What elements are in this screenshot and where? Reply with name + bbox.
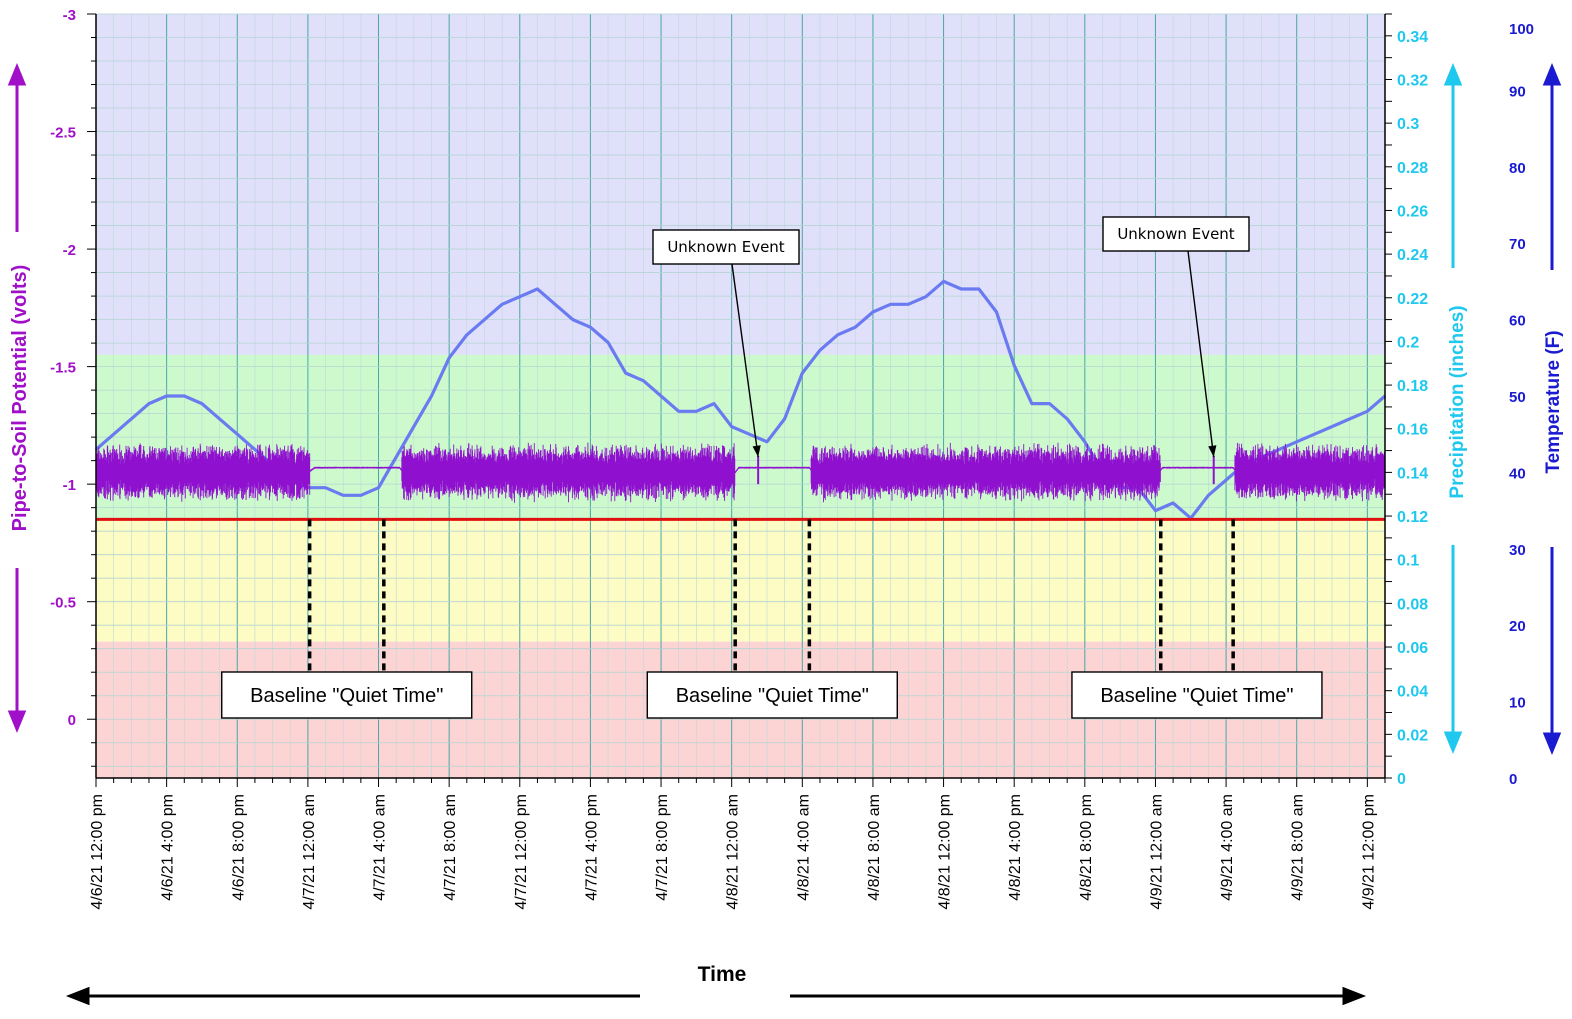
x-tick-label: 4/6/21 4:00 pm [160, 794, 177, 901]
x-tick-label: 4/7/21 12:00 pm [513, 794, 530, 910]
x-tick-label: 4/6/21 12:00 pm [89, 794, 106, 910]
y-prec-tick-label: 0.22 [1397, 291, 1428, 308]
x-tick-label: 4/8/21 12:00 pm [937, 794, 954, 910]
precip-axis-arrows [1443, 63, 1463, 754]
y-left-tick-label: -2.5 [50, 125, 76, 142]
y-prec-tick-label: 0.08 [1397, 596, 1428, 613]
left-axis-arrows [7, 63, 27, 733]
x-tick-label: 4/7/21 4:00 am [372, 794, 389, 901]
y-prec-tick-label: 0.26 [1397, 203, 1428, 220]
x-tick-label: 4/8/21 8:00 am [866, 794, 883, 901]
event-label-box [1102, 216, 1250, 252]
baseline-label-box [646, 671, 898, 719]
x-tick-label: 4/7/21 8:00 am [442, 794, 459, 901]
zone-band-0 [96, 14, 1385, 355]
event-label-text: Unknown Event [667, 238, 784, 256]
gridlines [95, 13, 1386, 778]
y-left-tick-label: -3 [63, 7, 76, 24]
baseline-label-text: Baseline "Quiet Time" [250, 685, 443, 707]
x-tick-label: 4/9/21 12:00 pm [1360, 794, 1377, 910]
x-axis-title: Time [698, 963, 747, 986]
y-prec-tick-label: 0.2 [1397, 334, 1419, 351]
annotations: Baseline "Quiet Time" Baseline "Quiet Tim… [221, 216, 1323, 719]
y-temp-tick-label: 50 [1509, 389, 1526, 406]
y-left-tick-label: -2 [63, 242, 76, 259]
y-left-tick-label: -1 [63, 477, 76, 494]
zone-band-2 [96, 519, 1385, 642]
x-tick-label: 4/9/21 12:00 am [1148, 794, 1165, 910]
y-prec-tick-label: 0.06 [1397, 640, 1428, 657]
temperature-line [94, 279, 1387, 520]
axes: -3 -2.5 -2 -1.5 -1 -0.5 0 0 0.02 0.04 0.06 0.08 0.1 0… [50, 7, 1534, 910]
y-prec-tick-label: 0.02 [1397, 727, 1428, 744]
y-temp-tick-label: 10 [1509, 695, 1526, 712]
x-tick-label: 4/9/21 8:00 am [1290, 794, 1307, 901]
temp-axis-arrows [1542, 63, 1562, 755]
x-tick-label: 4/9/21 4:00 am [1219, 794, 1236, 901]
x-tick-label: 4/8/21 12:00 am [725, 794, 742, 910]
y-temp-tick-label: 40 [1509, 465, 1526, 482]
background-zones [96, 14, 1385, 778]
y-axis-left-title: Pipe-to-Soil Potential (volts) [9, 265, 31, 532]
x-tick-label: 4/7/21 4:00 pm [583, 794, 600, 901]
baseline-label-text: Baseline "Quiet Time" [1100, 685, 1293, 707]
event-label-text: Unknown Event [1117, 225, 1234, 243]
x-tick-label: 4/8/21 8:00 pm [1078, 794, 1095, 901]
y-prec-tick-label: 0.04 [1397, 684, 1428, 701]
y-prec-tick-label: 0.3 [1397, 116, 1419, 133]
y-prec-tick-label: 0.24 [1397, 247, 1428, 264]
baseline-label-box [1071, 671, 1323, 719]
x-tick-label: 4/7/21 12:00 am [301, 794, 318, 910]
event-arrow-head [752, 445, 761, 457]
y-prec-tick-label: 0.18 [1397, 378, 1428, 395]
y-temp-tick-label: 20 [1509, 618, 1526, 635]
event-arrow-line [1187, 250, 1215, 458]
x-tick-label: 4/8/21 4:00 pm [1007, 794, 1024, 901]
baseline-label-text: Baseline "Quiet Time" [676, 685, 869, 707]
y-left-tick-label: -1.5 [50, 360, 76, 377]
y-prec-tick-label: 0.34 [1397, 29, 1428, 46]
y-left-tick-label: 0 [68, 712, 76, 729]
y-prec-tick-label: 0 [1397, 771, 1406, 788]
y-left-tick-label: -0.5 [50, 595, 76, 612]
y-axis-temp-title: Temperature (F) [1543, 330, 1564, 473]
y-temp-tick-label: 60 [1509, 313, 1526, 330]
y-axis-precip-title: Precipitation (inches) [1447, 305, 1468, 498]
y-prec-tick-label: 0.32 [1397, 72, 1428, 89]
y-temp-tick-label: 80 [1509, 160, 1526, 177]
event-arrow-line [731, 263, 759, 458]
y-prec-tick-label: 0.1 [1397, 553, 1419, 570]
event-arrow-head [1208, 445, 1217, 457]
baseline-label-box [221, 671, 473, 719]
y-temp-tick-label: 90 [1509, 83, 1526, 100]
y-prec-tick-label: 0.16 [1397, 422, 1428, 439]
x-tick-label: 4/6/21 8:00 pm [230, 794, 247, 901]
y-temp-tick-label: 100 [1509, 21, 1534, 38]
time-arrows [65, 986, 1367, 1006]
y-prec-tick-label: 0.28 [1397, 160, 1428, 177]
event-label-box [652, 229, 800, 265]
x-tick-label: 4/8/21 4:00 am [795, 794, 812, 901]
y-temp-tick-label: 70 [1509, 236, 1526, 253]
y-prec-tick-label: 0.14 [1397, 465, 1428, 482]
y-prec-tick-label: 0.12 [1397, 509, 1428, 526]
y-temp-tick-label: 30 [1509, 542, 1526, 559]
x-tick-label: 4/7/21 8:00 pm [654, 794, 671, 901]
y-temp-tick-label: 0 [1509, 771, 1517, 788]
